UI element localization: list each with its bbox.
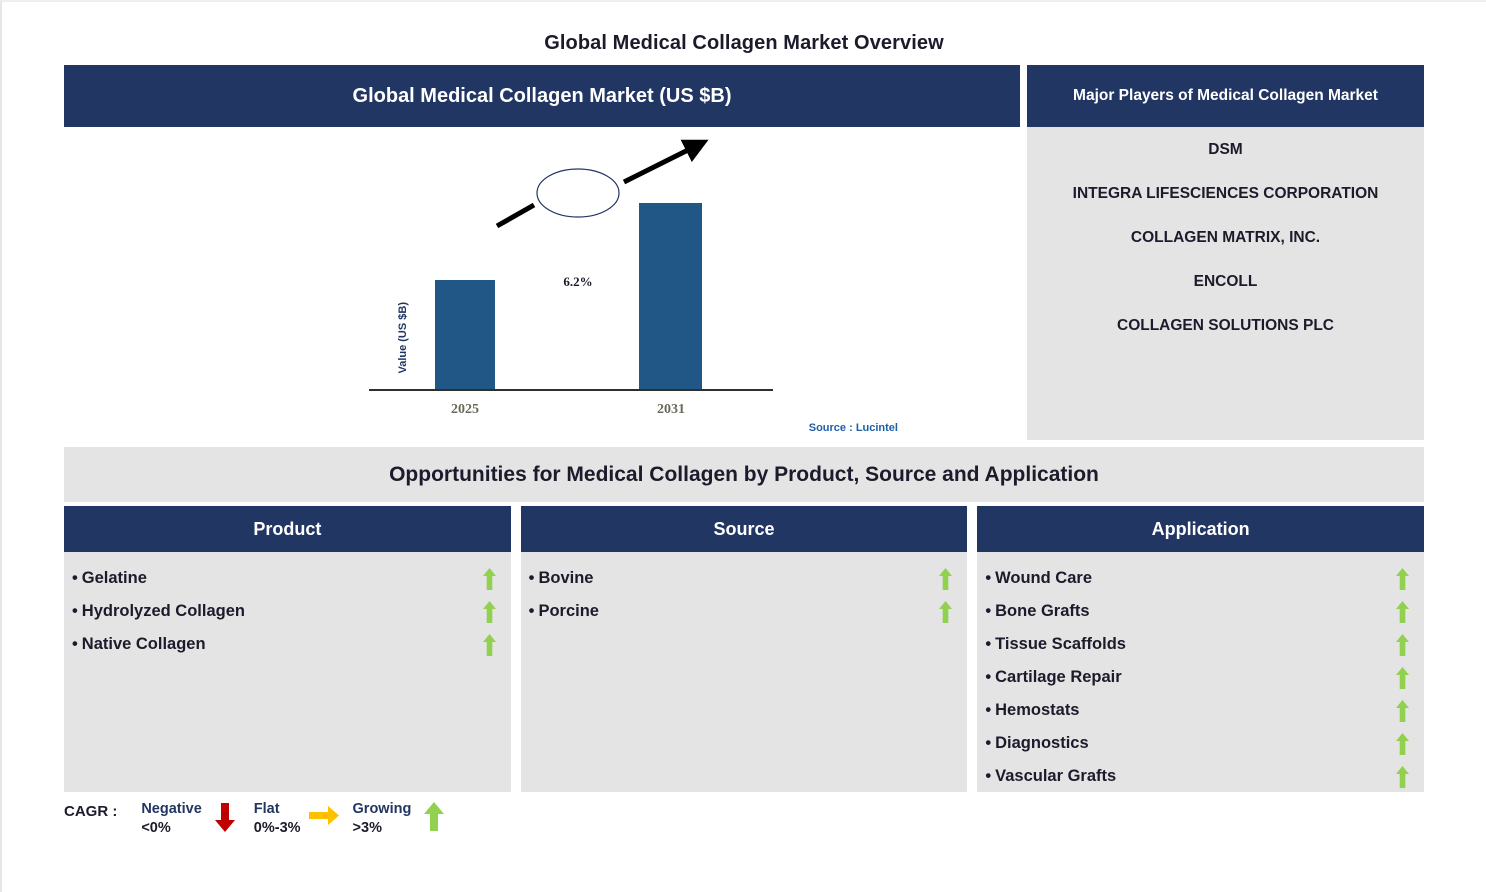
column-source: Source • Bovine • Porcine (520, 506, 968, 792)
arrow-up-green-icon (1395, 732, 1410, 755)
opportunity-label: • Tissue Scaffolds (985, 635, 1126, 653)
list-item: • Native Collagen (72, 628, 497, 661)
arrow-up-green-icon (938, 600, 953, 623)
x-axis-line (369, 389, 773, 391)
bar-2031 (639, 203, 702, 390)
opportunity-label: • Gelatine (72, 569, 147, 587)
arrow-up-green-icon (1395, 633, 1410, 656)
chart-source-note: Source : Lucintel (808, 422, 898, 434)
list-item: • Bone Grafts (985, 595, 1410, 628)
page-title: Global Medical Collagen Market Overview (544, 32, 944, 54)
opportunity-label: • Porcine (528, 602, 599, 620)
list-item: • Cartilage Repair (985, 661, 1410, 694)
opportunity-label: • Vascular Grafts (985, 767, 1117, 785)
opportunity-label: • Bone Grafts (985, 602, 1090, 620)
chart-panel-header: Global Medical Collagen Market (US $B) (64, 65, 1020, 127)
players-panel-header: Major Players of Medical Collagen Market (1027, 65, 1424, 127)
list-item: • Porcine (529, 595, 954, 628)
bar-2025 (435, 280, 495, 390)
column-header-application: Application (977, 506, 1425, 552)
major-players-panel: Major Players of Medical Collagen Market… (1027, 65, 1424, 440)
arrow-up-green-icon (1395, 567, 1410, 590)
list-item: ENCOLL (1193, 272, 1258, 290)
arrow-up-green-icon (482, 567, 497, 590)
list-item: • Bovine (529, 562, 954, 595)
arrow-up-green-icon (482, 633, 497, 656)
x-tick-2025: 2025 (451, 402, 479, 417)
players-list: DSM INTEGRA LIFESCIENCES CORPORATION COL… (1027, 127, 1424, 336)
x-tick-2031: 2031 (657, 402, 685, 417)
column-header-source: Source (520, 506, 968, 552)
opportunities-columns: Product • Gelatine • Hydrolyzed Collagen •… (64, 506, 1425, 792)
arrow-up-green-icon (1395, 666, 1410, 689)
column-product: Product • Gelatine • Hydrolyzed Collagen •… (64, 506, 511, 792)
cagr-legend-title: CAGR : (64, 803, 118, 820)
list-item: COLLAGEN MATRIX, INC. (1130, 228, 1321, 246)
list-item: DSM (1208, 141, 1243, 158)
opportunities-band-title: Opportunities for Medical Collagen by Pr… (64, 447, 1424, 502)
arrow-up-green-icon (482, 600, 497, 623)
legend-entry-flat: Flat 0%-3% (254, 800, 347, 837)
market-chart-panel: Global Medical Collagen Market (US $B) V… (64, 65, 1020, 440)
opportunity-label: • Native Collagen (72, 635, 206, 653)
column-body-application: • Wound Care • Bone Grafts • Tissue Scaffol… (977, 552, 1424, 803)
arrow-up-green-icon (1395, 765, 1410, 788)
list-item: • Hydrolyzed Collagen (72, 595, 497, 628)
legend-entry-text: Flat 0%-3% (253, 801, 301, 836)
chart-plot-area: Value (US $B) 2025 2031 6.2% (64, 127, 1020, 440)
arrow-down-red-icon (214, 803, 235, 832)
column-body-source: • Bovine • Porcine (521, 552, 968, 792)
list-item: • Wound Care (985, 562, 1410, 595)
arrow-up-green-icon (1395, 600, 1410, 623)
list-item: • Diagnostics (985, 727, 1410, 760)
cagr-annotation: 6.2% (563, 274, 593, 289)
column-header-product: Product (64, 506, 511, 552)
column-application: Application • Wound Care • Bone Grafts • Ti… (977, 506, 1425, 792)
column-body-product: • Gelatine • Hydrolyzed Collagen • Native C… (64, 552, 511, 792)
opportunity-label: • Cartilage Repair (985, 668, 1122, 686)
list-item: COLLAGEN SOLUTIONS PLC (1117, 316, 1334, 334)
legend-entry-growing: Growing >3% (353, 800, 458, 837)
arrow-up-green-icon (424, 802, 445, 831)
y-axis-label: Value (US $B) (397, 302, 409, 374)
arrow-up-green-icon (938, 567, 953, 590)
opportunity-label: • Diagnostics (985, 734, 1089, 752)
opportunity-label: • Hemostats (985, 701, 1080, 719)
legend-entry-text: Negative <0% (141, 801, 202, 836)
opportunity-label: • Bovine (528, 569, 594, 587)
arrow-right-yellow-icon (308, 806, 339, 825)
opportunity-label: • Wound Care (985, 569, 1092, 587)
list-item: • Tissue Scaffolds (985, 628, 1410, 661)
list-item: • Gelatine (72, 562, 497, 595)
legend-entry-negative: Negative <0% (141, 800, 247, 837)
legend-entry-text: Growing >3% (352, 801, 412, 836)
arrow-up-green-icon (1395, 699, 1410, 722)
opportunity-label: • Hydrolyzed Collagen (72, 602, 245, 620)
list-item: • Vascular Grafts (985, 760, 1410, 793)
list-item: INTEGRA LIFESCIENCES CORPORATION (1072, 184, 1379, 202)
list-item: • Hemostats (985, 694, 1410, 727)
cagr-legend: CAGR : Negative <0% Flat 0%-3% Growing >… (64, 800, 463, 848)
